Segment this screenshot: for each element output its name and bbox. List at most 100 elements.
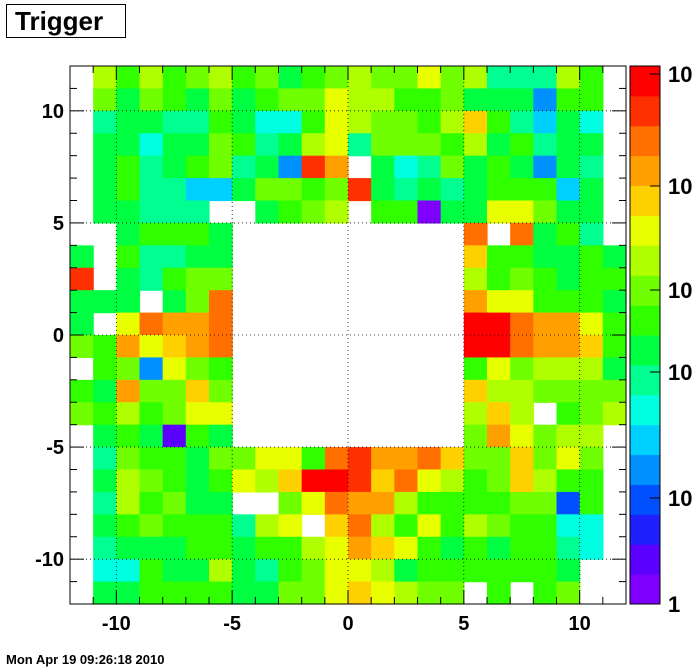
heatmap-cell [487, 581, 511, 605]
heatmap-cell [487, 424, 511, 448]
heatmap-cell [278, 491, 303, 515]
heatmap-cell [417, 155, 442, 179]
heatmap-cell [162, 559, 187, 583]
heatmap-cell [510, 200, 534, 224]
heatmap-cell [162, 469, 187, 493]
heatmap-cell [579, 402, 604, 426]
heatmap-cell [440, 514, 465, 538]
heatmap-cell [602, 402, 627, 426]
heatmap-cell [348, 110, 372, 134]
heatmap-cell [510, 447, 534, 471]
heatmap-cell [487, 66, 511, 90]
heatmap-cell [510, 491, 534, 515]
heatmap-cell [185, 581, 210, 605]
heatmap-cell [116, 110, 141, 134]
heatmap-cell [348, 581, 372, 605]
heatmap-cell [209, 222, 233, 246]
heatmap-cell [301, 536, 326, 560]
heatmap-cell [463, 335, 488, 359]
heatmap-cell [232, 447, 256, 471]
heatmap-cell [556, 155, 581, 179]
heatmap-cell [463, 424, 488, 448]
heatmap-cell [533, 379, 558, 403]
heatmap-cell [510, 178, 534, 202]
heatmap-cell [371, 110, 395, 134]
heatmap-cell [162, 222, 187, 246]
heatmap-cell [556, 88, 581, 112]
heatmap-cell [93, 110, 117, 134]
heatmap-cell [556, 536, 581, 560]
heatmap-cell [556, 357, 581, 381]
heatmap-cell [487, 200, 511, 224]
heatmap-cell [556, 335, 581, 359]
heatmap-cell [394, 469, 419, 493]
heatmap-cell [185, 133, 210, 157]
colorbar-segment [630, 95, 660, 127]
heatmap-cell [70, 290, 94, 314]
heatmap-cell [139, 536, 164, 560]
heatmap-cell [394, 559, 419, 583]
colorbar-label: 10 [668, 278, 692, 303]
heatmap-cell [440, 110, 465, 134]
heatmap-cell [209, 447, 233, 471]
heatmap-cell [463, 245, 488, 269]
heatmap-cell [324, 536, 349, 560]
heatmap-cell [533, 133, 558, 157]
heatmap-cell [278, 447, 303, 471]
heatmap-cell [533, 88, 558, 112]
heatmap-cell [602, 335, 627, 359]
heatmap-cell [579, 133, 604, 157]
heatmap-cell [162, 88, 187, 112]
heatmap-cell [463, 290, 488, 314]
heatmap-cell [440, 88, 465, 112]
heatmap-cell [278, 133, 303, 157]
heatmap-cell [394, 200, 419, 224]
heatmap-cell [579, 469, 604, 493]
heatmap-cell [185, 491, 210, 515]
heatmap-cell [487, 245, 511, 269]
heatmap-cell [139, 357, 164, 381]
heatmap-cell [232, 469, 256, 493]
heatmap-cell [556, 312, 581, 336]
heatmap-cell [533, 424, 558, 448]
heatmap-cell [348, 66, 372, 90]
heatmap-cell [533, 312, 558, 336]
heatmap-cell [209, 357, 233, 381]
heatmap-cell [301, 491, 326, 515]
heatmap-cell [255, 133, 280, 157]
heatmap-cell [463, 357, 488, 381]
heatmap-cell [255, 155, 280, 179]
heatmap-cell [93, 133, 117, 157]
heatmap-cell [209, 335, 233, 359]
heatmap-cell [116, 559, 141, 583]
heatmap-cell [463, 155, 488, 179]
heatmap-cell [301, 133, 326, 157]
heatmap-cell [487, 379, 511, 403]
heatmap-cell [209, 88, 233, 112]
heatmap-cell [139, 267, 164, 291]
heatmap-cell [440, 447, 465, 471]
heatmap-cell [417, 581, 442, 605]
heatmap-cell [324, 110, 349, 134]
heatmap-cell [556, 581, 581, 605]
colorbar-segment [630, 544, 660, 575]
heatmap-cell [394, 447, 419, 471]
heatmap-cell [209, 581, 233, 605]
heatmap-cell [463, 536, 488, 560]
heatmap-cell [209, 66, 233, 90]
colorbar-segment [630, 185, 660, 216]
x-tick-label: 0 [342, 613, 353, 635]
heatmap-cell [116, 379, 141, 403]
heatmap-cell [556, 110, 581, 134]
heatmap-cell [371, 447, 395, 471]
heatmap-cell [417, 66, 442, 90]
heatmap-cell [556, 133, 581, 157]
heatmap-cell [440, 155, 465, 179]
heatmap-cell [533, 222, 558, 246]
heatmap-cell [162, 402, 187, 426]
heatmap-cell [185, 536, 210, 560]
colorbar-segment [630, 394, 660, 426]
heatmap-cell [556, 379, 581, 403]
x-tick-label: 5 [458, 613, 469, 635]
heatmap-cell [139, 312, 164, 336]
